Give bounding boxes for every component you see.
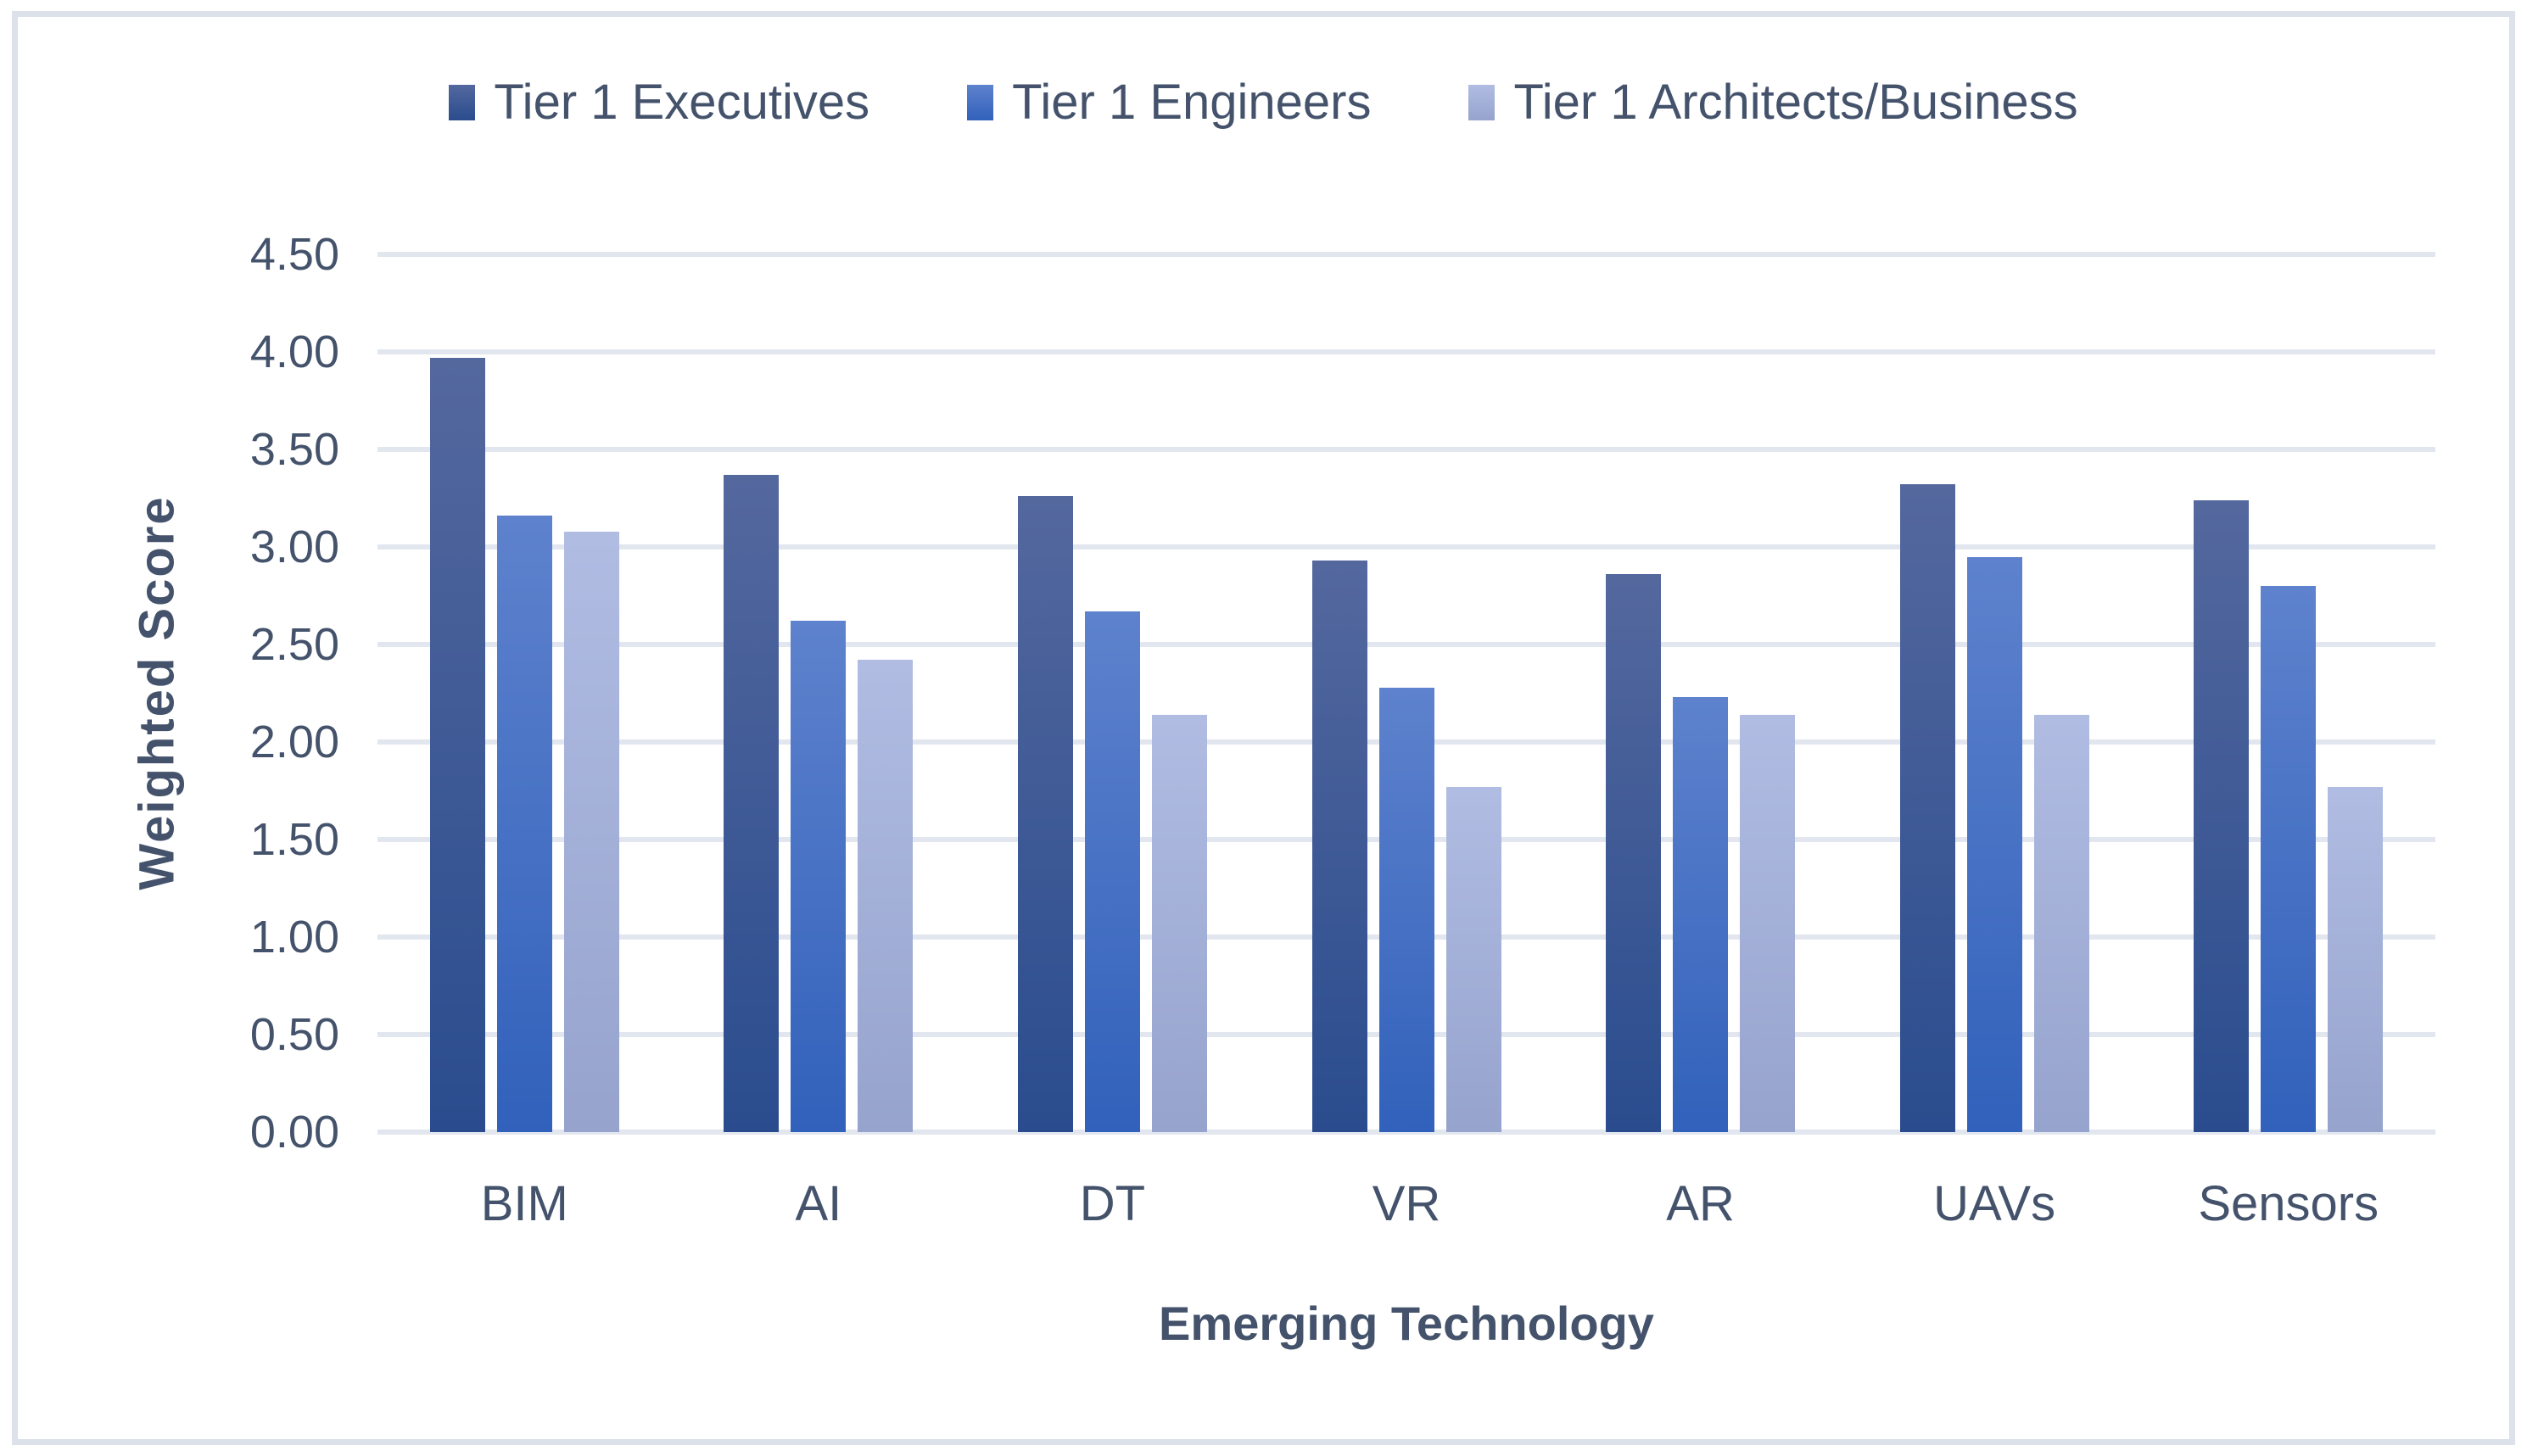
bar-bim-tier-1-engineers bbox=[496, 516, 552, 1132]
y-axis-tick-label: 0.50 bbox=[249, 1009, 339, 1060]
gridline bbox=[377, 1130, 2435, 1135]
y-axis-tick-label: 3.50 bbox=[249, 424, 339, 475]
bar-group-uavs bbox=[1899, 254, 2089, 1132]
x-category-label-dt: DT bbox=[1079, 1176, 1146, 1231]
legend-swatch-tier-1-engineers bbox=[967, 85, 994, 120]
y-axis-tick-label: 3.00 bbox=[249, 522, 339, 572]
x-category-label-ar: AR bbox=[1666, 1176, 1735, 1231]
bar-sensors-tier-1-executives bbox=[2194, 499, 2250, 1132]
x-category-label-vr: VR bbox=[1372, 1176, 1441, 1231]
y-axis-tick-label: 4.00 bbox=[249, 326, 339, 377]
bar-dt-tier-1-architects-business bbox=[1151, 714, 1207, 1132]
bar-uavs-tier-1-executives bbox=[1899, 484, 1955, 1132]
bar-ar-tier-1-engineers bbox=[1673, 697, 1729, 1132]
y-axis-tick-label: 1.50 bbox=[249, 814, 339, 865]
legend-label: Tier 1 Engineers bbox=[1012, 75, 1372, 130]
bar-ai-tier-1-executives bbox=[724, 474, 780, 1132]
x-category-label-uavs: UAVs bbox=[1933, 1176, 2056, 1231]
legend-swatch-tier-1-architects-business bbox=[1468, 85, 1496, 120]
bar-group-bim bbox=[429, 254, 619, 1132]
x-axis-category-labels: BIM AI DT VR AR UAVs Sensors bbox=[377, 1174, 2435, 1242]
legend-label: Tier 1 Executives bbox=[494, 75, 870, 130]
bar-dt-tier-1-engineers bbox=[1084, 611, 1140, 1132]
bar-ai-tier-1-architects-business bbox=[858, 660, 914, 1132]
legend-item-tier-1-executives: Tier 1 Executives bbox=[449, 78, 869, 127]
chart-frame bbox=[12, 11, 2515, 1445]
y-axis-tick-label: 2.50 bbox=[249, 619, 339, 670]
bar-vr-tier-1-engineers bbox=[1378, 687, 1434, 1132]
bar-group-ai bbox=[724, 254, 914, 1132]
bar-group-ar bbox=[1606, 254, 1796, 1132]
legend-swatch-tier-1-executives bbox=[449, 85, 476, 120]
bar-sensors-tier-1-engineers bbox=[2261, 586, 2317, 1132]
bar-vr-tier-1-executives bbox=[1311, 561, 1367, 1132]
y-axis-tick-label: 2.00 bbox=[249, 717, 339, 767]
gridline bbox=[377, 349, 2435, 355]
chart-legend: Tier 1 Executives Tier 1 Engineers Tier 1 … bbox=[0, 78, 2527, 127]
x-category-label-sensors: Sensors bbox=[2198, 1176, 2379, 1231]
gridline bbox=[377, 252, 2435, 257]
gridline bbox=[377, 447, 2435, 452]
x-axis-title: Emerging Technology bbox=[1159, 1297, 1654, 1350]
legend-item-tier-1-architects-business: Tier 1 Architects/Business bbox=[1468, 75, 2078, 130]
y-axis-tick-label: 1.00 bbox=[249, 912, 339, 962]
bar-group-vr bbox=[1311, 254, 1501, 1132]
bar-sensors-tier-1-architects-business bbox=[2328, 786, 2384, 1132]
x-category-label-bim: BIM bbox=[480, 1176, 568, 1231]
legend-label: Tier 1 Architects/Business bbox=[1513, 75, 2078, 130]
bar-ar-tier-1-executives bbox=[1606, 574, 1662, 1132]
legend-item-tier-1-engineers: Tier 1 Engineers bbox=[967, 78, 1371, 127]
bar-uavs-tier-1-engineers bbox=[1966, 556, 2022, 1132]
bar-vr-tier-1-architects-business bbox=[1445, 786, 1501, 1132]
bar-ai-tier-1-engineers bbox=[791, 621, 847, 1132]
bar-dt-tier-1-executives bbox=[1017, 496, 1073, 1132]
x-category-label-ai: AI bbox=[795, 1176, 842, 1231]
gridline bbox=[377, 544, 2435, 550]
bar-uavs-tier-1-architects-business bbox=[2033, 714, 2089, 1132]
plot-area bbox=[377, 252, 2435, 1135]
y-axis-tick-label: 0.00 bbox=[249, 1107, 339, 1158]
y-axis-tick-label: 4.50 bbox=[249, 229, 339, 280]
bar-bim-tier-1-executives bbox=[429, 357, 485, 1132]
bar-group-dt bbox=[1017, 254, 1207, 1132]
bar-bim-tier-1-architects-business bbox=[563, 531, 619, 1132]
gridline bbox=[377, 642, 2435, 647]
bar-ar-tier-1-architects-business bbox=[1740, 714, 1796, 1132]
bar-group-sensors bbox=[2194, 254, 2384, 1132]
y-axis: 0.00 0.50 1.00 1.50 2.00 2.50 3.00 3.50 4.00 4.50 bbox=[110, 229, 339, 1158]
